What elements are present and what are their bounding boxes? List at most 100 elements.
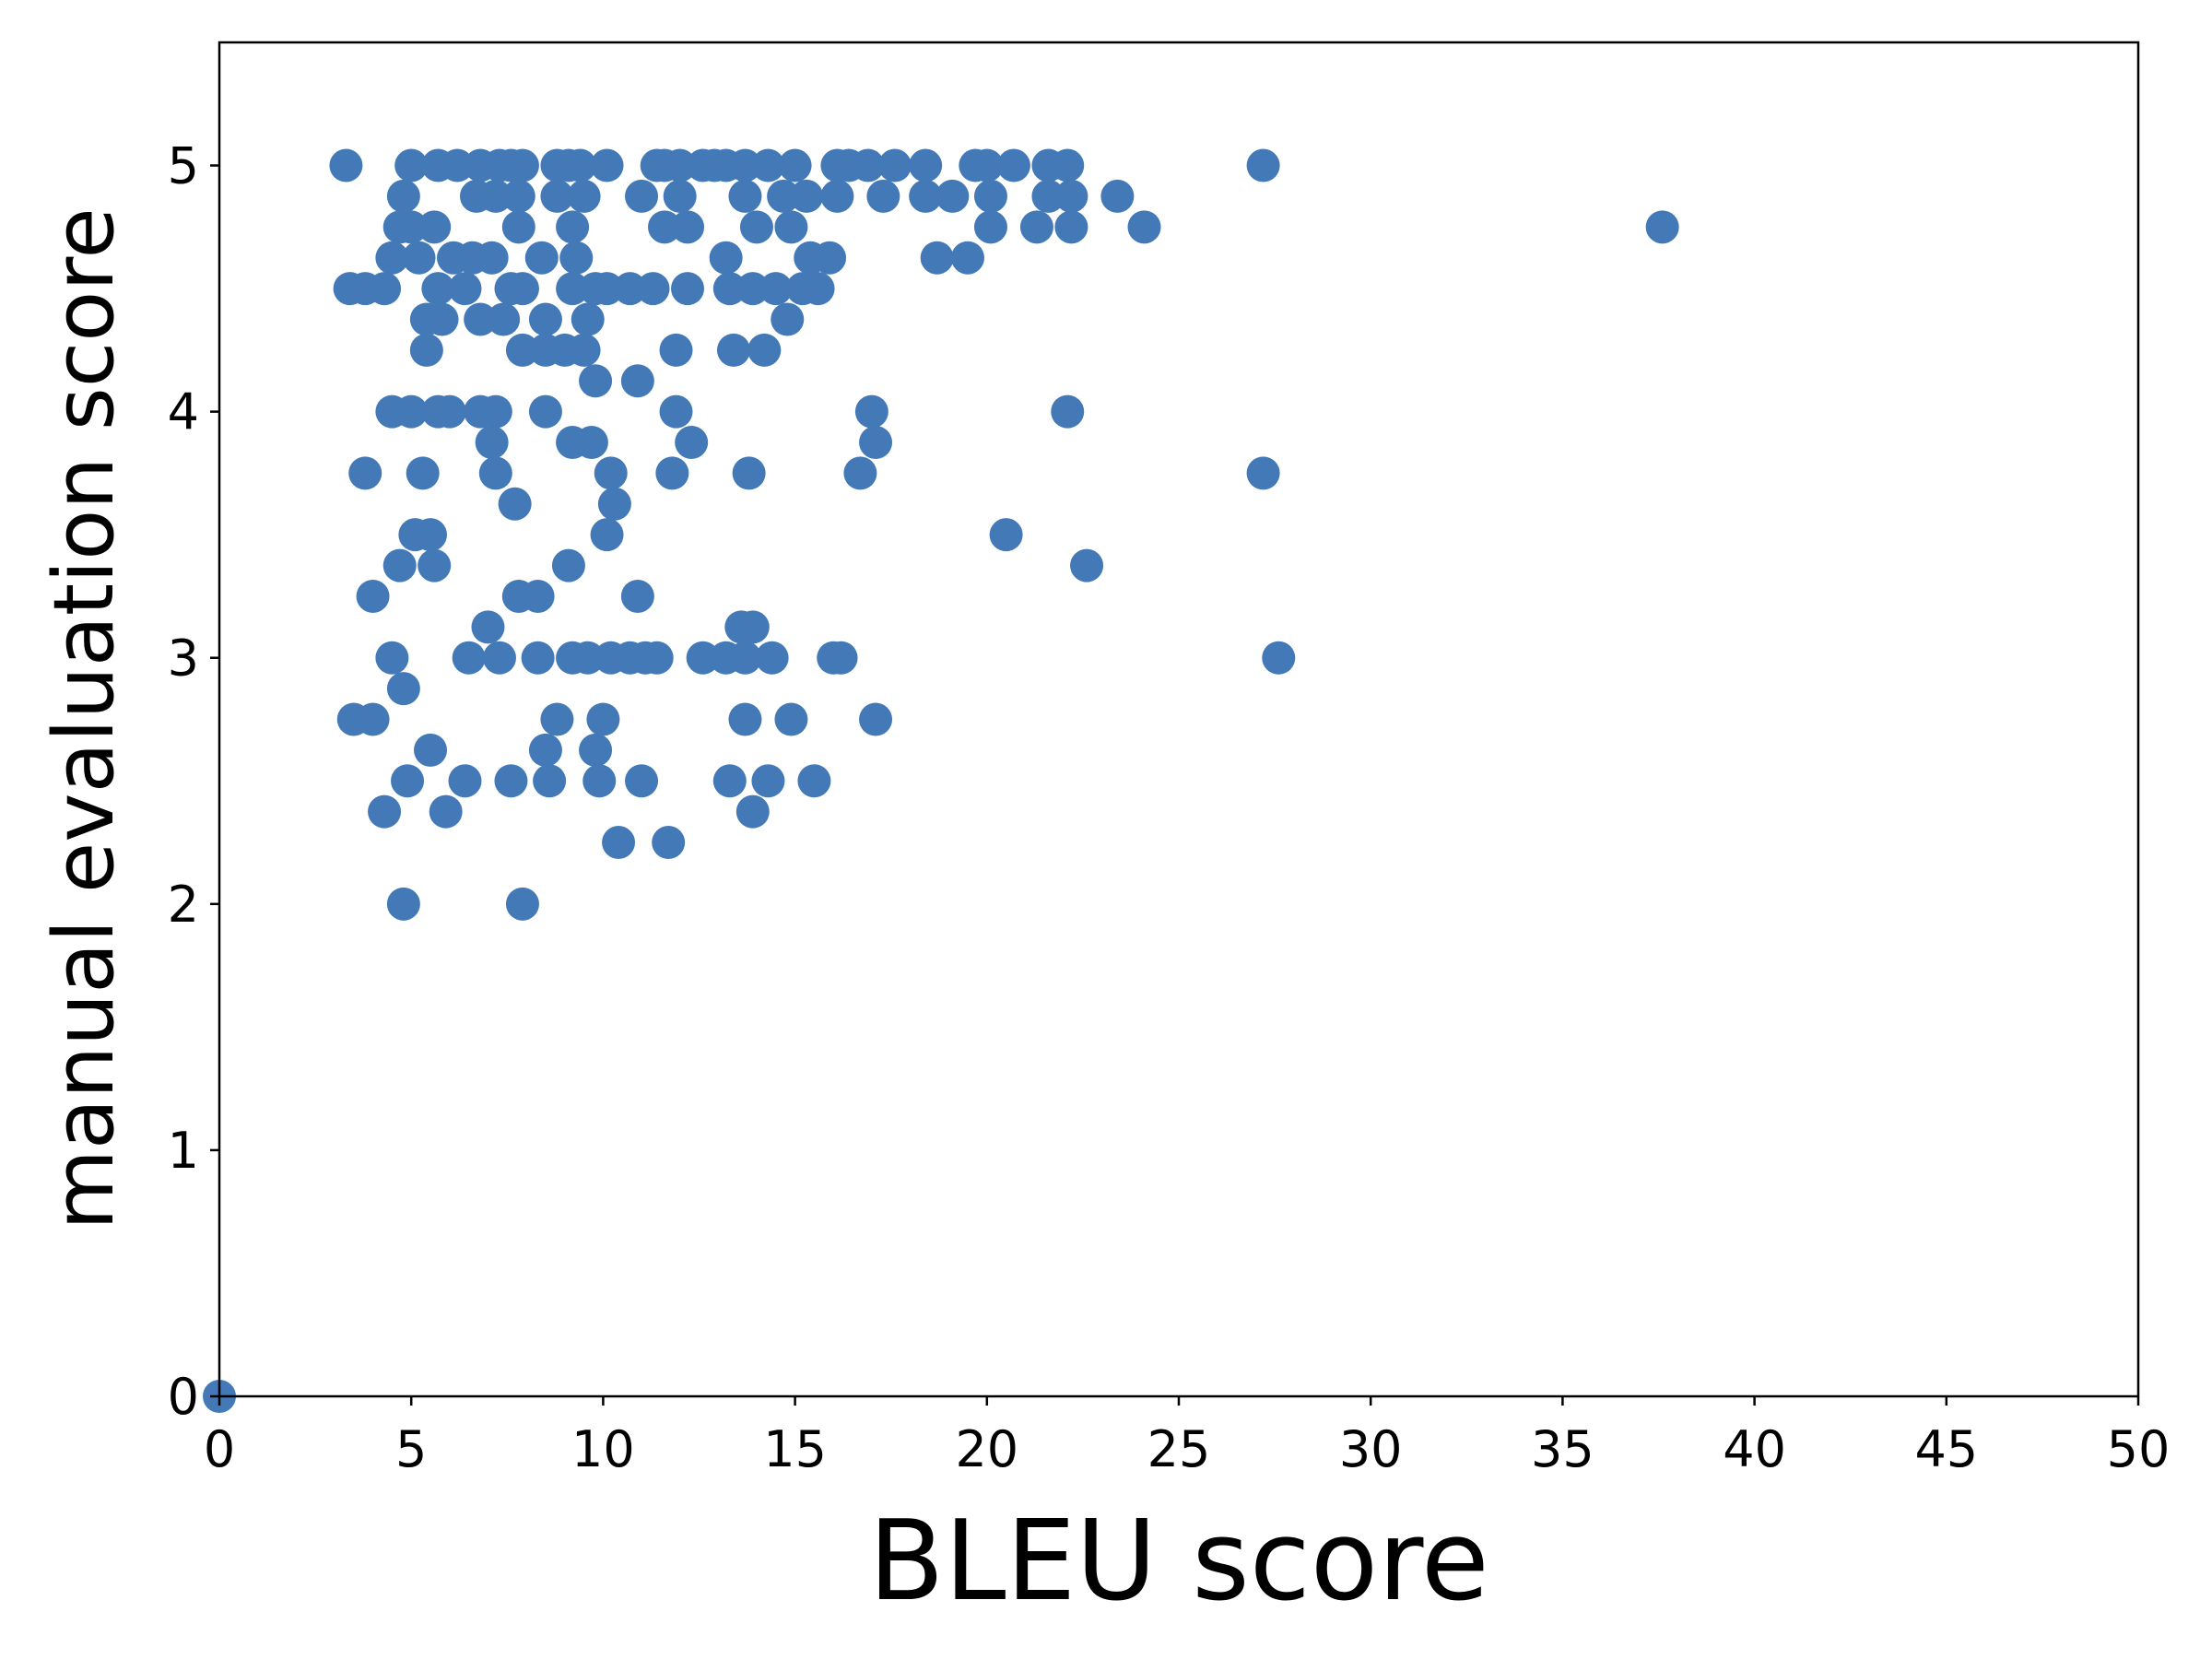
- data-point: [970, 148, 1004, 182]
- data-point: [494, 764, 528, 798]
- data-point: [1262, 641, 1296, 675]
- data-point: [663, 148, 697, 182]
- data-point: [571, 641, 605, 675]
- data-point: [505, 148, 539, 182]
- data-point: [824, 641, 858, 675]
- data-point: [866, 179, 900, 213]
- x-tick-label: 30: [1339, 1420, 1403, 1478]
- data-point: [767, 179, 801, 213]
- data-point: [418, 548, 452, 582]
- data-point: [448, 764, 482, 798]
- data-point: [712, 764, 747, 798]
- data-point: [448, 272, 482, 306]
- data-point: [421, 272, 455, 306]
- data-point: [709, 241, 743, 275]
- y-axis-label: manual evaluation score: [36, 207, 133, 1230]
- data-point: [659, 333, 693, 367]
- data-point: [771, 302, 805, 336]
- data-point: [996, 148, 1030, 182]
- data-point: [973, 179, 1007, 213]
- data-point: [652, 826, 686, 860]
- data-point: [1100, 179, 1135, 213]
- data-point: [820, 179, 854, 213]
- data-point: [505, 333, 539, 367]
- data-point: [501, 179, 535, 213]
- x-tick-label: 50: [2107, 1420, 2171, 1478]
- data-point: [540, 179, 574, 213]
- data-point: [482, 641, 516, 675]
- x-tick-label: 0: [204, 1420, 235, 1478]
- data-point: [1019, 210, 1053, 244]
- data-point: [386, 672, 420, 706]
- data-point: [640, 641, 674, 675]
- data-point: [671, 210, 705, 244]
- data-point: [613, 272, 647, 306]
- data-point: [877, 148, 912, 182]
- data-point: [409, 333, 443, 367]
- data-point: [356, 579, 390, 613]
- data-point: [1645, 210, 1679, 244]
- data-point: [464, 302, 498, 336]
- data-point: [801, 272, 835, 306]
- data-point: [406, 456, 440, 490]
- data-point: [394, 210, 429, 244]
- data-point: [1051, 148, 1085, 182]
- data-point: [540, 702, 574, 736]
- data-point: [425, 302, 459, 336]
- data-point: [1127, 210, 1161, 244]
- data-point: [1246, 148, 1280, 182]
- data-point: [728, 641, 762, 675]
- x-tick-label: 40: [1723, 1420, 1786, 1478]
- data-point: [478, 394, 512, 429]
- data-point: [394, 394, 429, 429]
- data-point: [755, 641, 789, 675]
- data-point: [950, 241, 984, 275]
- data-point: [579, 364, 613, 398]
- data-point: [739, 210, 773, 244]
- data-point: [716, 333, 750, 367]
- data-point: [712, 272, 747, 306]
- data-point: [375, 241, 409, 275]
- data-point: [597, 487, 631, 521]
- data-point: [348, 456, 382, 490]
- data-point: [1031, 179, 1065, 213]
- data-point: [368, 272, 402, 306]
- data-point: [813, 241, 847, 275]
- data-point: [625, 764, 659, 798]
- y-tick-label: 5: [168, 137, 199, 195]
- x-tick-label: 5: [395, 1420, 427, 1478]
- plot-frame: [218, 41, 2140, 1398]
- data-point: [686, 641, 720, 675]
- data-point: [728, 702, 762, 736]
- data-point: [602, 826, 636, 860]
- data-point: [735, 610, 770, 644]
- data-point: [778, 148, 812, 182]
- data-point: [382, 548, 417, 582]
- data-point: [391, 764, 425, 798]
- data-point: [735, 272, 770, 306]
- data-point: [797, 764, 831, 798]
- data-point: [505, 272, 539, 306]
- data-point: [728, 148, 762, 182]
- data-point: [567, 333, 601, 367]
- data-point: [590, 518, 624, 552]
- data-point: [751, 764, 785, 798]
- data-point: [590, 148, 624, 182]
- data-point: [851, 148, 885, 182]
- data-point: [452, 641, 486, 675]
- data-point: [386, 179, 420, 213]
- data-point: [659, 394, 693, 429]
- data-point: [909, 148, 943, 182]
- data-point: [590, 272, 624, 306]
- data-point: [909, 179, 943, 213]
- data-point: [521, 579, 555, 613]
- data-point: [648, 210, 682, 244]
- data-point: [735, 794, 770, 829]
- data-point: [475, 426, 509, 460]
- data-point: [859, 702, 893, 736]
- data-point: [528, 733, 562, 767]
- data-point: [636, 272, 670, 306]
- y-tick-label: 1: [168, 1122, 199, 1180]
- data-point: [524, 241, 559, 275]
- y-tick-label: 3: [168, 629, 199, 688]
